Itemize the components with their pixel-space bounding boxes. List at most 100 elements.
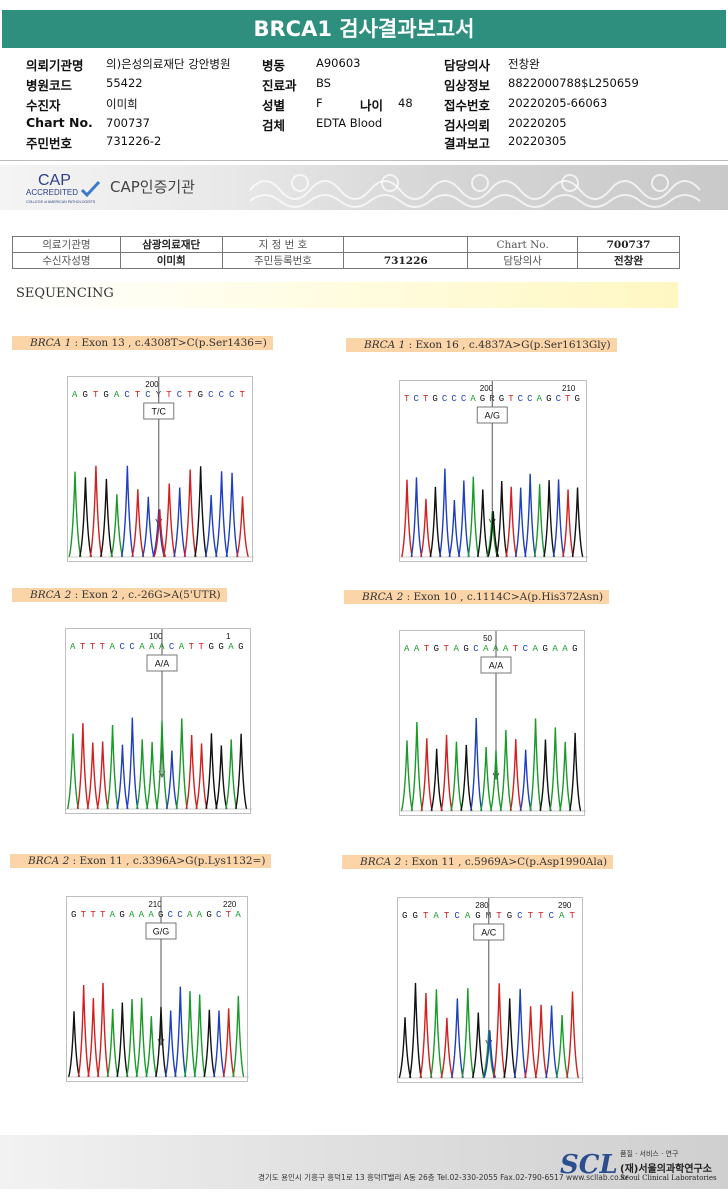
base-call: A	[179, 642, 185, 652]
trace-peak	[524, 473, 537, 558]
trace-peak	[99, 478, 113, 558]
chromatogram: 1001ATTTACCAAACATTGGAGA/A	[66, 629, 252, 810]
gene: BRCA 2	[30, 589, 72, 601]
base-call: C	[523, 644, 529, 654]
base-call: T	[496, 911, 502, 921]
trace-peak	[236, 496, 249, 558]
position-label: 280	[475, 901, 489, 910]
base-call: A	[235, 910, 241, 920]
trace-peak	[479, 746, 493, 812]
base-call: A	[465, 911, 471, 921]
value-ward: A90603	[316, 56, 361, 70]
trace-peak	[162, 483, 176, 558]
trace-peak	[225, 739, 238, 810]
base-call: T	[565, 394, 571, 404]
trace-peak	[552, 479, 565, 558]
trace-peak	[430, 748, 443, 812]
base-call: G	[238, 642, 243, 652]
panel-caption: BRCA 1 : Exon 16 , c.4837A>G(p.Ser1613Gl…	[346, 338, 617, 352]
scl-name: (재)서울의과학연구소	[620, 1164, 712, 1175]
trace-peak	[96, 741, 109, 810]
trace-peak	[545, 1005, 559, 1079]
value-hospital-code: 55422	[106, 76, 143, 90]
scl-english-name: Seoul Clinical Laboratories	[620, 1174, 717, 1182]
base-call: A	[404, 644, 410, 654]
pt-value: 700737	[577, 236, 680, 253]
chromatogram-frame: 280290GGTATCAGMTGCTTCATA/C	[397, 897, 584, 1083]
base-call: A	[148, 910, 154, 920]
scl-tagline: 품질 · 서비스 · 연구	[620, 1150, 679, 1158]
label-specimen: 검체	[262, 118, 286, 133]
value-department: BS	[316, 76, 331, 90]
marker-arrowhead	[492, 772, 500, 781]
cap-label: CAP인증기관	[110, 178, 195, 196]
cap-logo-text: CAP	[38, 172, 71, 189]
trace-peak	[145, 1016, 158, 1078]
position-label: 50	[483, 634, 492, 643]
decorative-pattern	[249, 174, 701, 208]
trace-peak	[86, 742, 99, 810]
trace-peak	[205, 733, 218, 810]
base-call: G	[507, 911, 512, 921]
trace-peak	[562, 489, 574, 558]
value-doctor: 전창완	[508, 57, 540, 71]
panel-caption: BRCA 2 : Exon 10 , c.1114C>A(p.His372Asn…	[344, 590, 610, 604]
base-call: A	[70, 642, 76, 652]
gene: BRCA 1	[30, 337, 72, 349]
base-call: T	[226, 910, 232, 920]
base-call: G	[82, 390, 87, 400]
value-request-date: 20220205	[508, 116, 567, 130]
base-call: T	[90, 642, 96, 652]
divider	[0, 160, 728, 161]
base-call: C	[124, 390, 130, 400]
trace-peak	[234, 733, 248, 810]
base-call: T	[528, 911, 534, 921]
pt-key: 주민등록번호	[221, 252, 345, 269]
value-institution: 의)은성의료재단 강안병원	[106, 57, 231, 71]
trace-peak	[495, 480, 508, 558]
trace-peak	[519, 749, 532, 812]
base-call: A	[552, 644, 558, 654]
trace-peak	[222, 1008, 235, 1078]
base-call: A	[562, 644, 568, 654]
panel-5: BRCA 2 : Exon 11 , c.5969A>C(p.Asp1990Al…	[342, 855, 624, 1095]
chromatogram: 200210TCTGCCCAGRGTCCAGCTGA/G	[400, 381, 588, 558]
base-call: C	[119, 642, 125, 652]
position-label: 210	[562, 384, 576, 393]
base-call: C	[129, 642, 135, 652]
trace-peak	[145, 741, 159, 810]
position-label: 200	[480, 384, 494, 393]
genotype-label: A/G	[485, 411, 501, 421]
cap-band	[0, 165, 728, 210]
label-institution: 의뢰기관명	[26, 58, 84, 73]
base-call: A	[533, 644, 539, 654]
base-call: G	[575, 394, 580, 404]
trace-peak	[549, 727, 562, 812]
base-call: C	[413, 394, 419, 404]
base-call: T	[166, 390, 172, 400]
panel-caption: BRCA 1 : Exon 13 , c.4308T>C(p.Ser1436=)	[12, 336, 273, 350]
trace-peak	[571, 487, 584, 558]
base-call: C	[177, 910, 183, 920]
base-call: C	[229, 390, 235, 400]
trace-peak	[174, 986, 187, 1078]
base-call: C	[145, 390, 151, 400]
pt-value: 전창완	[577, 252, 680, 269]
chromatogram-frame: 200AGTGACTCYTCTGCCCTT/C	[67, 376, 254, 562]
panel-2: BRCA 2 : Exon 2 , c.-26G>A(5'UTR) 100 1 A T…	[12, 588, 294, 828]
base-call: A	[503, 644, 509, 654]
scl-logo: SCL	[560, 1150, 618, 1180]
position-label: 210	[148, 900, 162, 909]
base-call: G	[463, 644, 468, 654]
base-call: A	[559, 911, 565, 921]
pt-key: 수신자성명	[12, 252, 121, 269]
trace-peak	[559, 741, 572, 812]
trace-peak	[409, 982, 422, 1079]
position-label: 220	[223, 900, 237, 909]
label-clinical-info: 임상정보	[444, 78, 491, 93]
trace-peak	[68, 471, 82, 558]
base-call: G	[412, 911, 417, 921]
panel-0: BRCA 1 : Exon 13 , c.4308T>C(p.Ser1436=)…	[12, 336, 294, 576]
trace-peak	[543, 480, 555, 558]
trace-peak	[152, 509, 166, 558]
